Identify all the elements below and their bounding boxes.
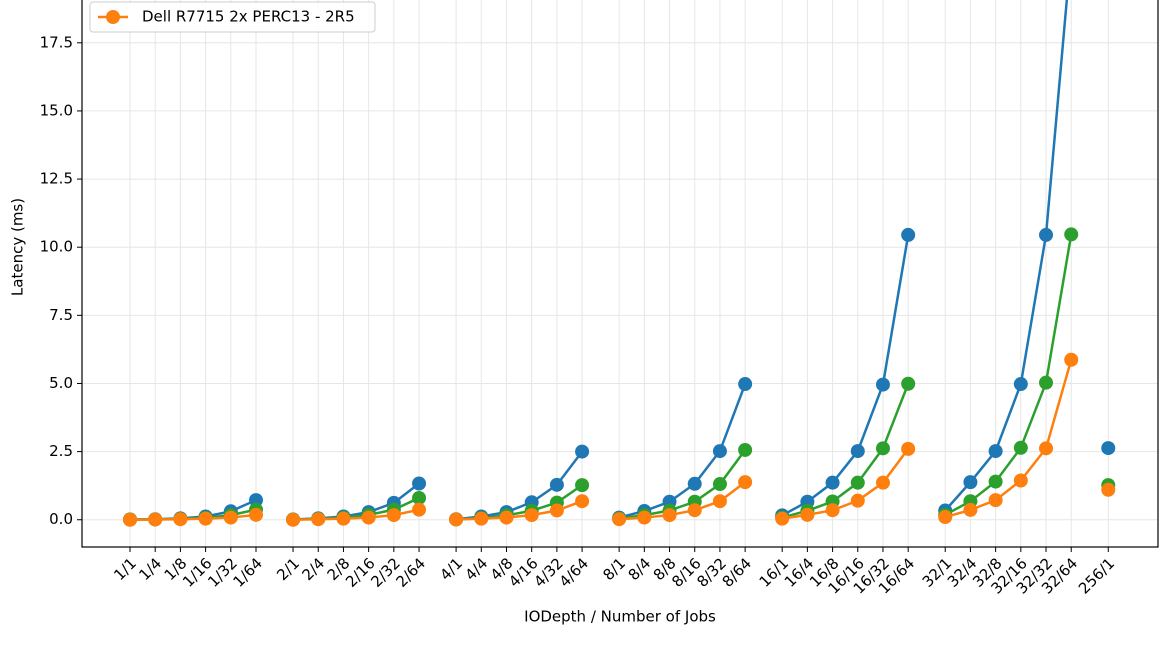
data-point <box>901 227 916 242</box>
data-point <box>825 503 840 518</box>
data-point <box>575 444 590 459</box>
x-tick-label: 1/1 <box>110 554 140 584</box>
x-axis-label: IODepth / Number of Jobs <box>524 608 716 626</box>
data-point <box>712 477 727 492</box>
x-tick-label: 4/64 <box>556 554 593 591</box>
data-point <box>875 475 890 490</box>
data-point <box>361 510 376 525</box>
x-tick-label: 256/1 <box>1075 554 1118 597</box>
data-point <box>223 510 238 525</box>
data-point <box>850 444 865 459</box>
data-point <box>712 494 727 509</box>
plot-area <box>123 0 1116 527</box>
x-tick-label: 4/4 <box>462 554 492 584</box>
legend-marker <box>106 10 120 24</box>
data-point <box>938 510 953 525</box>
data-point <box>198 511 213 526</box>
legend-box <box>89 1 376 33</box>
data-point <box>775 511 790 526</box>
data-point <box>249 507 263 522</box>
data-point <box>1064 227 1079 242</box>
x-tick-label: 1/64 <box>229 554 266 591</box>
data-point <box>988 444 1003 459</box>
data-point <box>386 508 401 523</box>
data-point <box>412 476 427 491</box>
y-tick-label: 17.5 <box>40 33 73 51</box>
data-point <box>963 502 978 517</box>
data-point <box>712 444 727 459</box>
data-point <box>901 441 916 456</box>
data-point <box>738 377 753 392</box>
data-point <box>575 494 590 509</box>
data-point <box>825 475 840 490</box>
x-tick-label: 4/1 <box>436 554 466 584</box>
data-point <box>1013 377 1028 392</box>
y-tick-label: 0.0 <box>49 510 73 528</box>
data-point <box>1101 482 1116 497</box>
data-point <box>549 503 564 518</box>
data-point <box>988 474 1003 489</box>
x-tick-label: 8/64 <box>719 554 756 591</box>
grid <box>82 0 1158 547</box>
legend-label: Dell R7715 2x PERC13 - 2R5 <box>142 8 355 26</box>
data-point <box>173 512 188 527</box>
x-tick-label: 1/4 <box>135 554 165 584</box>
data-point <box>687 503 702 518</box>
data-point <box>963 475 978 490</box>
x-tick-label: 2/4 <box>298 554 328 584</box>
data-point <box>800 507 815 522</box>
legend: Dell R7715 2x PERC13 - 2R5 <box>89 1 376 33</box>
data-point <box>311 512 326 527</box>
data-point <box>850 493 865 508</box>
data-point <box>875 377 890 392</box>
data-point <box>1013 440 1028 455</box>
data-point <box>988 493 1003 508</box>
x-tick-label: 2/1 <box>273 554 303 584</box>
data-point <box>850 475 865 490</box>
data-point <box>901 376 916 391</box>
axes-frame <box>81 0 1159 548</box>
data-point <box>474 511 489 526</box>
y-tick-label: 5.0 <box>49 374 73 392</box>
data-point <box>1101 441 1116 456</box>
data-point <box>575 478 590 493</box>
y-tick-label: 12.5 <box>40 170 73 188</box>
data-point <box>123 512 137 527</box>
y-axis-label: Latency (ms) <box>9 198 27 296</box>
y-tick-label: 10.0 <box>40 238 73 256</box>
data-point <box>1013 473 1028 488</box>
x-tick-label: 8/1 <box>599 554 629 584</box>
y-tick-label: 15.0 <box>40 101 73 119</box>
data-point <box>499 510 514 525</box>
y-tick-label: 2.5 <box>49 442 73 460</box>
data-point <box>738 442 753 457</box>
x-tick-label: 2/64 <box>393 554 430 591</box>
data-point <box>1064 352 1079 367</box>
data-point <box>524 508 539 523</box>
data-point <box>687 476 702 491</box>
data-point <box>662 508 677 523</box>
data-point <box>875 441 890 456</box>
data-point <box>549 477 564 492</box>
data-point <box>1039 227 1054 242</box>
data-point <box>336 511 351 526</box>
y-tick-label: 7.5 <box>49 306 73 324</box>
x-tick-label: 8/4 <box>625 554 655 584</box>
data-point <box>412 502 427 517</box>
data-point <box>449 512 464 527</box>
data-point <box>738 475 753 490</box>
data-point <box>1039 375 1054 390</box>
data-point <box>637 510 652 525</box>
data-point <box>612 512 627 527</box>
data-point <box>1039 441 1054 456</box>
data-point <box>286 512 301 527</box>
data-point <box>148 512 163 527</box>
data-point <box>412 490 427 505</box>
